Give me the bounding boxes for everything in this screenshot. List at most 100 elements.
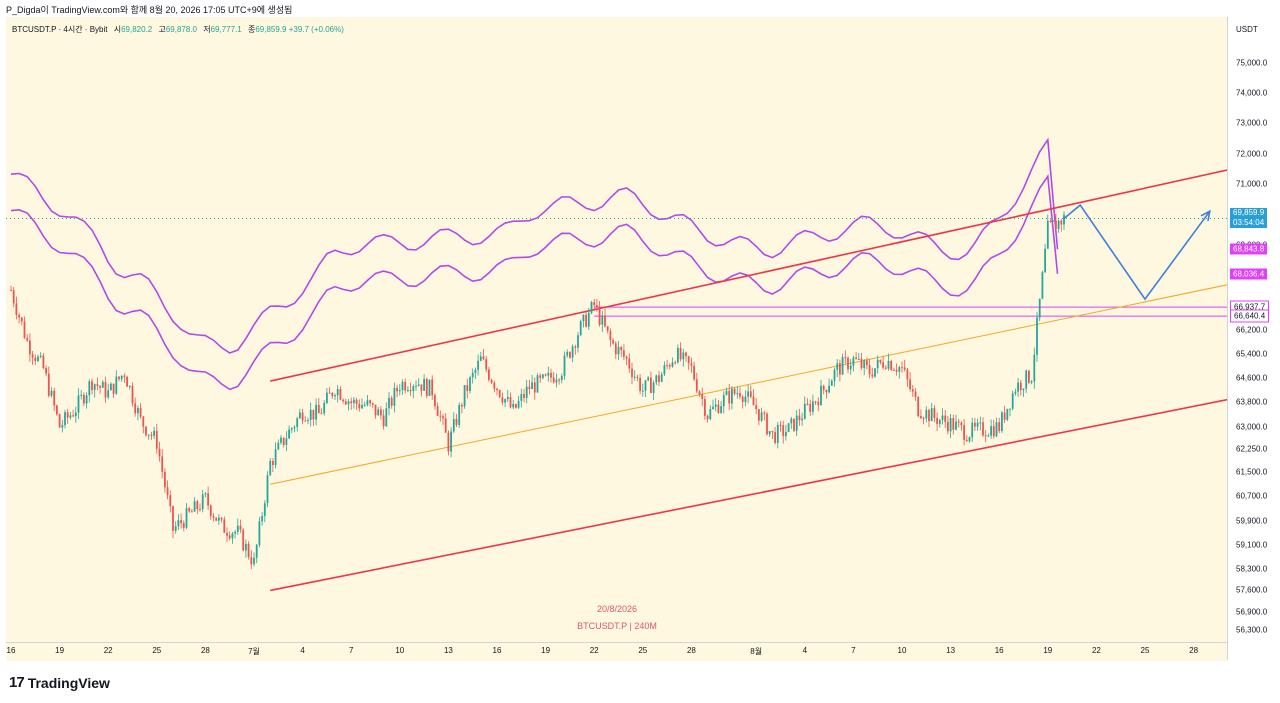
projection-path	[1063, 203, 1211, 301]
candle-down	[498, 390, 501, 398]
candle-up	[1009, 408, 1011, 410]
candle-up	[785, 431, 787, 437]
time-tick-label: 28	[200, 646, 210, 655]
price-axis[interactable]: USDT 75,000.0 74,000.0 73,000.0 72,000.0 71,…	[1227, 17, 1277, 660]
candle-down	[609, 330, 612, 341]
candle-up	[1036, 317, 1038, 355]
candle-up	[269, 460, 272, 476]
candle-up	[353, 399, 355, 404]
candle-down	[66, 412, 69, 418]
candle-down	[596, 305, 598, 307]
candle-down	[944, 415, 947, 422]
price-plot[interactable]	[6, 17, 1227, 642]
chart-header: P_Digda이 TradingView.com와 함께 8월 20, 2026…	[6, 5, 293, 15]
candle-up	[898, 367, 901, 372]
candle-up	[236, 525, 239, 532]
candle-up	[218, 517, 220, 521]
candle-down	[196, 501, 199, 510]
change-value: +39.7 (+0.06%)	[288, 25, 344, 34]
candle-up	[277, 442, 280, 450]
candle-up	[547, 372, 550, 376]
candle-down	[636, 376, 639, 378]
tradingview-brand[interactable]: 17 TradingView	[9, 674, 110, 691]
candle-up	[185, 508, 188, 528]
candle-down	[982, 422, 984, 436]
time-tick-label: 19	[55, 646, 65, 655]
price-label-1: 69,859.9 03:54:04	[1230, 208, 1268, 229]
currency-label[interactable]: USDT	[1236, 25, 1258, 34]
candle-down	[382, 415, 385, 427]
candle-up	[1063, 214, 1065, 225]
candle-up	[531, 382, 533, 390]
time-tick-label: 28	[686, 646, 696, 655]
candle-up	[660, 374, 663, 382]
price-tick-label: 72,000.0	[1236, 149, 1268, 159]
candle-down	[461, 404, 463, 407]
candle-down	[957, 421, 960, 423]
candle-up	[644, 380, 647, 391]
candle-down	[1003, 412, 1006, 420]
candle-down	[53, 390, 56, 406]
price-tick-label: 59,900.0	[1236, 516, 1268, 526]
price-tick-label: 74,000.0	[1236, 88, 1268, 98]
candle-up	[415, 385, 417, 387]
chart-frame: BTCUSDT.P · 4시간 · Bybit 시69,820.2 고69,87…	[6, 17, 1277, 661]
price-tick-label: 66,200.0	[1236, 325, 1268, 334]
candle-down	[704, 399, 706, 416]
candle-down	[763, 412, 766, 414]
open-value: 69,820.2	[121, 25, 153, 34]
candle-down	[552, 377, 555, 383]
candle-down	[212, 516, 215, 518]
candle-down	[933, 408, 936, 418]
candle-up	[274, 449, 277, 465]
candle-up	[37, 356, 39, 361]
candle-down	[779, 424, 782, 426]
candle-up	[520, 394, 523, 401]
price-tick-label: 75,000.0	[1236, 58, 1268, 67]
time-tick-label: 4	[802, 646, 808, 655]
candle-up	[560, 375, 563, 381]
candle-up	[506, 397, 509, 400]
candle-up	[876, 359, 879, 369]
candle-down	[239, 525, 242, 530]
candle-down	[755, 405, 758, 410]
candle-up	[1044, 248, 1046, 273]
time-axis[interactable]: 16 19 22 25 28 7월 4 7 10 13 16 19 22 25 28 8월 4 7 10 13 16 19…	[6, 642, 1227, 661]
candle-up	[841, 357, 844, 375]
candle-down	[45, 368, 47, 374]
candle-down	[598, 306, 601, 325]
candle-down	[304, 420, 307, 422]
candle-down	[228, 535, 231, 539]
candle-down	[490, 379, 493, 383]
candle-down	[118, 376, 120, 380]
candle-down	[493, 382, 496, 389]
candle-down	[693, 365, 695, 380]
candle-down	[1060, 220, 1063, 225]
candle-up	[128, 385, 131, 387]
candle-down	[142, 416, 145, 427]
candle-up	[852, 357, 855, 366]
high-label: 고	[158, 25, 166, 34]
candle-up	[193, 501, 196, 512]
candle-up	[987, 435, 990, 437]
candle-down	[717, 404, 720, 413]
price-label-5: 66,640.4	[1230, 309, 1270, 323]
candle-down	[998, 422, 1001, 431]
candle-down	[172, 506, 174, 531]
candle-down	[928, 409, 930, 422]
candle-up	[80, 394, 83, 396]
candle-up	[1025, 370, 1028, 389]
candle-up	[995, 422, 998, 437]
candle-down	[917, 396, 920, 417]
candle-up	[555, 379, 558, 383]
candle-up	[587, 312, 590, 327]
plot-area[interactable]	[6, 17, 1227, 642]
candle-down	[658, 375, 660, 382]
candle-up	[280, 437, 282, 443]
candle-down	[169, 495, 172, 507]
candle-down	[685, 352, 687, 357]
price-tick-label: 63,800.0	[1236, 397, 1268, 407]
candle-up	[147, 434, 150, 436]
candle-up	[725, 390, 728, 395]
candle-up	[347, 401, 350, 405]
